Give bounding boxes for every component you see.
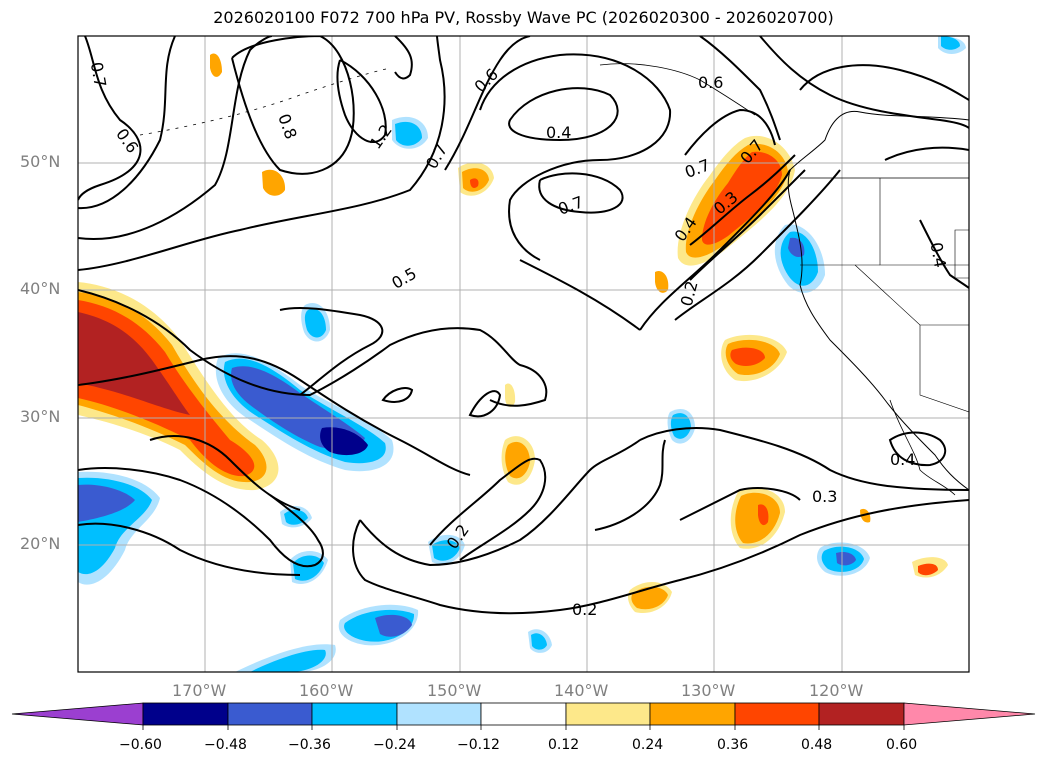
contour-label: 0.8 xyxy=(274,111,301,141)
pv-anomaly-fills xyxy=(78,36,966,672)
colorbar-tick: −0.12 xyxy=(457,737,500,753)
lon-label-120w: 120°W xyxy=(809,681,864,700)
colorbar-tick: 0.48 xyxy=(801,737,833,753)
lon-label-160w: 160°W xyxy=(299,681,354,700)
colorbar-tick: −0.60 xyxy=(119,737,162,753)
contour-label: 0.4 xyxy=(927,241,950,269)
colorbar-tick: 0.12 xyxy=(548,737,580,753)
map-title: 2026020100 F072 700 hPa PV, Rossby Wave … xyxy=(213,8,834,27)
colorbar-tick: −0.48 xyxy=(204,737,247,753)
contour-label: 0.5 xyxy=(388,264,420,293)
colorbar-extend-high xyxy=(903,702,1036,726)
lon-label-140w: 140°W xyxy=(554,681,609,700)
lat-label-30n: 30°N xyxy=(20,407,61,426)
contour-label: 0.3 xyxy=(812,487,837,506)
pv-contours xyxy=(78,36,969,615)
contour-label: 0.6 xyxy=(698,73,723,92)
lon-label-150w: 150°W xyxy=(427,681,482,700)
lat-label-40n: 40°N xyxy=(20,279,61,298)
graticule xyxy=(78,36,969,672)
contour-label: 0.2 xyxy=(572,600,597,619)
contour-label: 0.6 xyxy=(112,125,142,157)
north-america-coast xyxy=(787,110,969,491)
contour-label: 0.4 xyxy=(546,123,571,142)
colorbar-tick: −0.24 xyxy=(373,737,416,753)
colorbar-extend-low xyxy=(11,702,144,726)
contour-label: 0.6 xyxy=(471,65,502,96)
lon-label-130w: 130°W xyxy=(681,681,736,700)
colorbar-tick: 0.24 xyxy=(632,737,664,753)
colorbar xyxy=(11,702,1036,730)
colorbar-tick: 0.36 xyxy=(717,737,749,753)
contour-label: 0.7 xyxy=(87,61,110,89)
colorbar-tick: 0.60 xyxy=(886,737,918,753)
contour-label: 0.4 xyxy=(890,450,915,469)
colorbar-tick: −0.36 xyxy=(288,737,331,753)
coastlines xyxy=(139,63,969,496)
lat-label-50n: 50°N xyxy=(20,152,61,171)
lon-label-170w: 170°W xyxy=(172,681,227,700)
contour-label: 1.2 xyxy=(366,121,396,153)
contour-label: 0.7 xyxy=(556,192,586,219)
lat-label-20n: 20°N xyxy=(20,534,61,553)
map-frame xyxy=(77,35,970,673)
